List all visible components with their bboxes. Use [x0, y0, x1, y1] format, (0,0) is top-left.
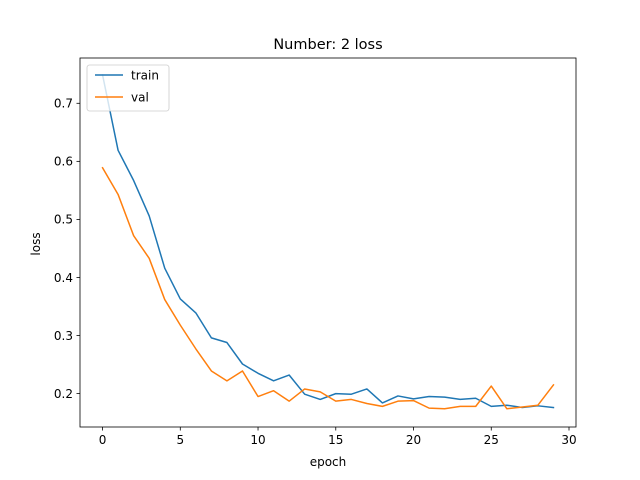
y-tick-label: 0.3	[54, 329, 73, 343]
x-tick-label: 10	[250, 433, 265, 447]
legend-label-train: train	[131, 68, 159, 82]
y-tick-label: 0.5	[54, 213, 73, 227]
x-tick-label: 5	[176, 433, 184, 447]
y-tick-label: 0.7	[54, 97, 73, 111]
plot-area: 0 5 10 15 20 25 30 0.2 0.3 0.4 0.5 0.6 0.7 train val	[54, 57, 577, 447]
legend-box	[86, 64, 170, 112]
series-line-val	[101, 166, 555, 410]
y-tick-label: 0.6	[54, 155, 73, 169]
x-tick-label: 15	[328, 433, 343, 447]
axes-frame	[79, 57, 577, 428]
y-tick-label: 0.2	[54, 387, 73, 401]
x-tick-label: 0	[99, 433, 107, 447]
chart-title: Number: 2 loss	[273, 37, 382, 53]
legend-label-val: val	[131, 90, 149, 104]
x-tick-label: 25	[484, 433, 499, 447]
x-tick-label: 20	[406, 433, 421, 447]
y-axis-label: loss	[29, 232, 43, 255]
y-tick-label: 0.4	[54, 271, 73, 285]
x-axis-label: epoch	[310, 455, 347, 469]
x-tick-label: 30	[561, 433, 576, 447]
